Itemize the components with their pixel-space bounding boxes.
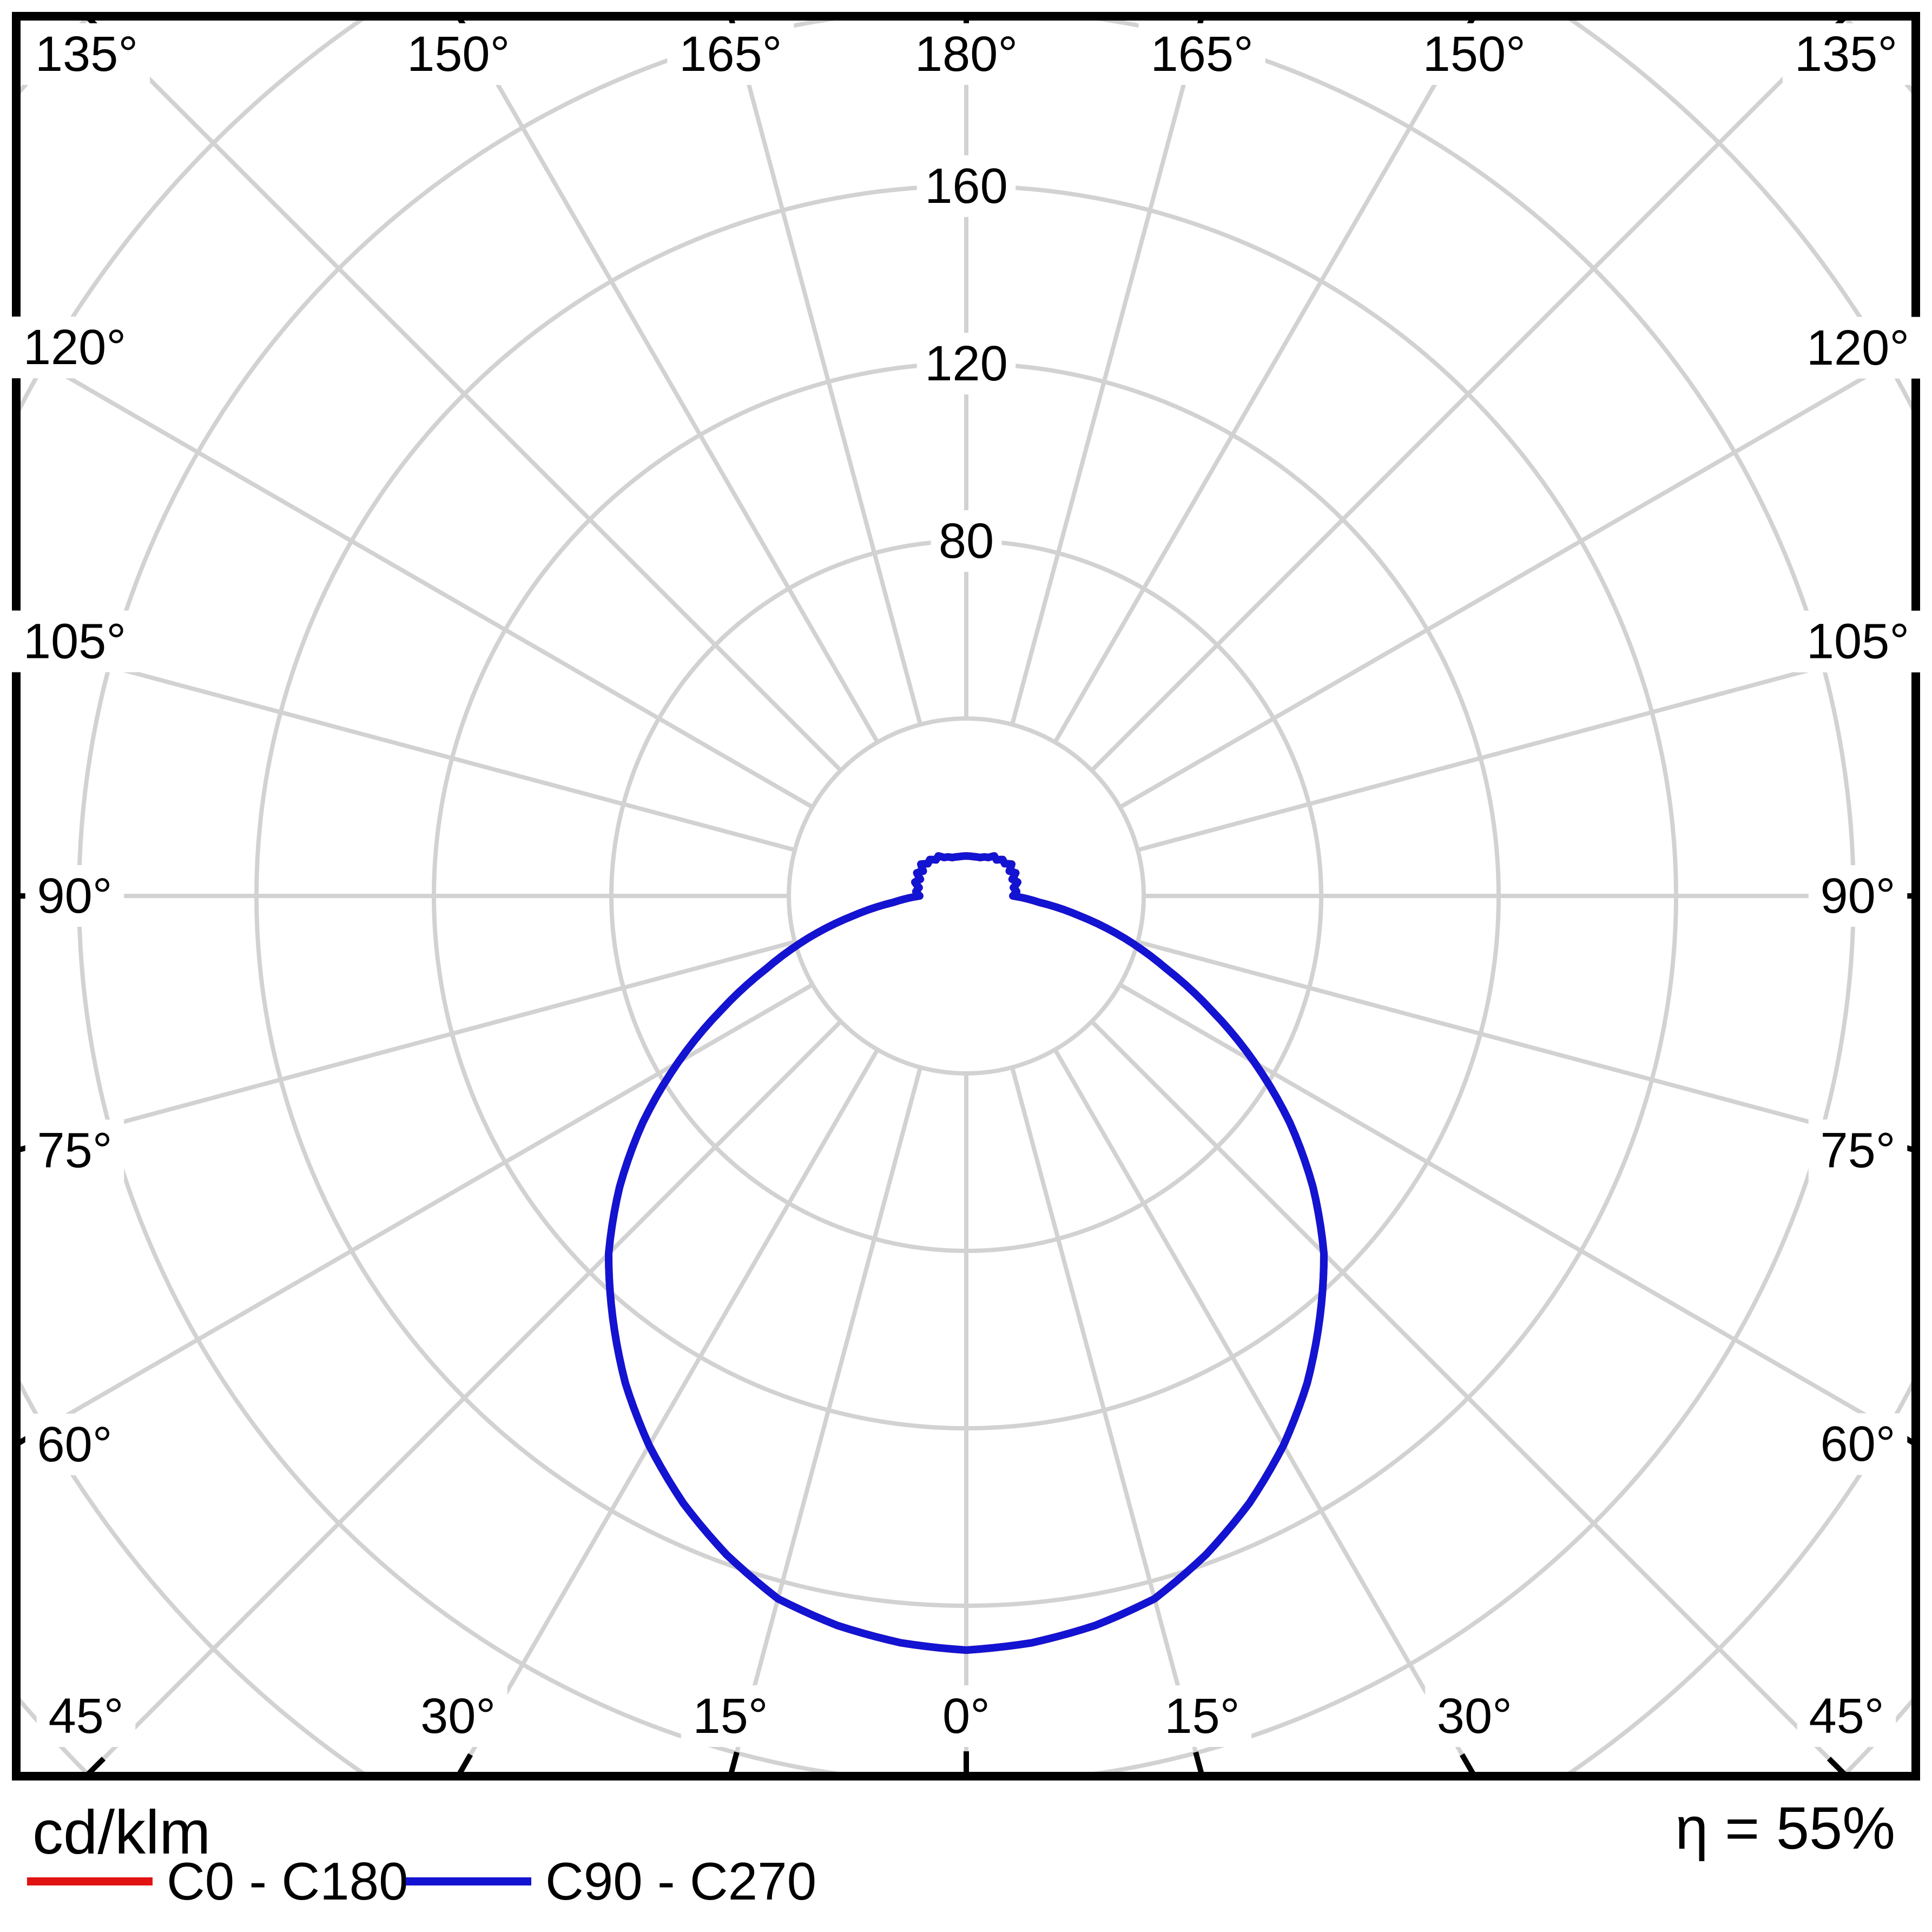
angle-label-135-right: 135° — [35, 27, 138, 82]
units-label: cd/klm — [32, 1798, 211, 1867]
angle-label-90-left: 90° — [1820, 868, 1895, 924]
grid-spoke-75 — [1137, 940, 1916, 1153]
grid-spoke-285 — [16, 940, 796, 1153]
angle-label-135-left: 135° — [1795, 27, 1897, 82]
angle-label-120-right: 120° — [23, 320, 126, 375]
frame-tick-15 — [1193, 1751, 1205, 1777]
angle-label-90-left-bg — [1808, 865, 1908, 927]
grid-spoke-135 — [1090, 16, 1848, 772]
ring-label-120: 120 — [925, 336, 1008, 391]
grid-spoke-105 — [1137, 639, 1916, 852]
angle-label-60-right-bg — [25, 1413, 124, 1475]
legend-entry-c90-c270: C90 - C270 — [406, 1855, 816, 1908]
legend-swatch-c0-c180-icon — [27, 1877, 153, 1885]
angle-label-30-right: 30° — [420, 1689, 496, 1744]
angle-label-75-left: 75° — [1820, 1123, 1895, 1178]
frame-tick-45 — [1827, 1756, 1849, 1778]
curve-c90-c270 — [605, 852, 1328, 1654]
grid-spoke-30 — [1053, 1049, 1476, 1776]
ring-label-120-bg — [916, 333, 1016, 394]
angle-label-150-left-bg — [1410, 23, 1538, 85]
angle-label-105-left: 105° — [1806, 614, 1909, 669]
grid-spoke-315 — [84, 1020, 842, 1776]
grid-spoke-225 — [85, 16, 842, 772]
angle-label-15-right: 15° — [693, 1689, 768, 1744]
angle-label-135-right-bg — [23, 23, 150, 85]
angle-label-165-right-bg — [667, 23, 794, 85]
angle-label-165-left: 165° — [1151, 27, 1254, 82]
angle-label-60-left-bg — [1808, 1413, 1908, 1475]
angle-label-180-left: 180° — [915, 27, 1018, 82]
ring-label-160: 160 — [925, 159, 1008, 214]
angle-label-45-right-bg — [36, 1685, 136, 1747]
grid-spoke-255 — [16, 639, 796, 852]
angle-label-120-right-bg — [11, 316, 139, 379]
grid-spoke-210 — [456, 16, 880, 743]
angle-label-60-right: 60° — [37, 1417, 112, 1472]
frame-tick-315 — [84, 1756, 106, 1778]
grid-spoke-195 — [728, 16, 922, 726]
frame-tick-330 — [456, 1753, 473, 1778]
frame-tick-30 — [1460, 1753, 1477, 1778]
angle-label-75-right-bg — [25, 1119, 124, 1182]
grid-spoke-45 — [1090, 1020, 1848, 1776]
legend-entry-c0-c180: C0 - C180 — [27, 1855, 408, 1908]
angle-label-150-right-bg — [395, 23, 522, 85]
angle-label-150-right: 150° — [407, 27, 510, 82]
angle-label-150-left: 150° — [1423, 27, 1526, 82]
angle-label-45-left: 45° — [1809, 1689, 1884, 1744]
angle-label-75-right: 75° — [37, 1123, 112, 1178]
angle-label-90-right: 90° — [37, 868, 112, 924]
angle-label-15-left: 15° — [1164, 1689, 1239, 1744]
angle-label-30-left-bg — [1425, 1685, 1524, 1747]
grid-spoke-120 — [1119, 346, 1916, 809]
angle-label-180-left-bg — [902, 23, 1030, 85]
angle-label-120-left: 120° — [1806, 320, 1909, 375]
angle-label-165-right: 165° — [679, 27, 782, 82]
frame-tick-345 — [728, 1751, 740, 1777]
angle-label-165-left-bg — [1138, 23, 1265, 85]
grid-spoke-240 — [16, 345, 814, 809]
legend-label-c90-c270: C90 - C270 — [545, 1851, 817, 1911]
angle-label-60-left: 60° — [1820, 1416, 1895, 1472]
grid-spoke-345 — [728, 1066, 922, 1776]
angle-label-15-right-bg — [681, 1685, 780, 1747]
ring-label-80: 80 — [939, 513, 994, 569]
angle-label-0-left-bg — [931, 1685, 1002, 1747]
angle-label-90-right-bg — [25, 865, 124, 927]
angle-label-75-left-bg — [1808, 1119, 1908, 1182]
legend-label-c0-c180: C0 - C180 — [167, 1851, 408, 1911]
angle-label-105-left-bg — [1794, 610, 1922, 672]
legend-swatch-c90-c270-icon — [406, 1877, 531, 1885]
ring-label-80-bg — [931, 510, 1002, 572]
angle-label-0-left: 0° — [942, 1689, 990, 1744]
angle-label-120-left-bg — [1794, 316, 1922, 379]
angle-label-105-right-bg — [11, 610, 139, 672]
angle-label-15-left-bg — [1152, 1685, 1252, 1747]
grid-spoke-165 — [1010, 16, 1204, 726]
angle-label-105-right: 105° — [23, 614, 126, 669]
angle-label-30-right-bg — [408, 1685, 507, 1747]
angle-label-45-right: 45° — [48, 1689, 123, 1744]
angle-label-30-left: 30° — [1437, 1689, 1512, 1744]
angle-label-135-left-bg — [1782, 23, 1910, 85]
efficiency-label: η = 55% — [1675, 1795, 1895, 1862]
ring-label-160-bg — [916, 155, 1016, 217]
angle-label-45-left-bg — [1797, 1685, 1896, 1747]
grid-spoke-330 — [456, 1049, 880, 1776]
grid-spoke-15 — [1010, 1066, 1204, 1776]
grid-spoke-150 — [1053, 16, 1476, 743]
